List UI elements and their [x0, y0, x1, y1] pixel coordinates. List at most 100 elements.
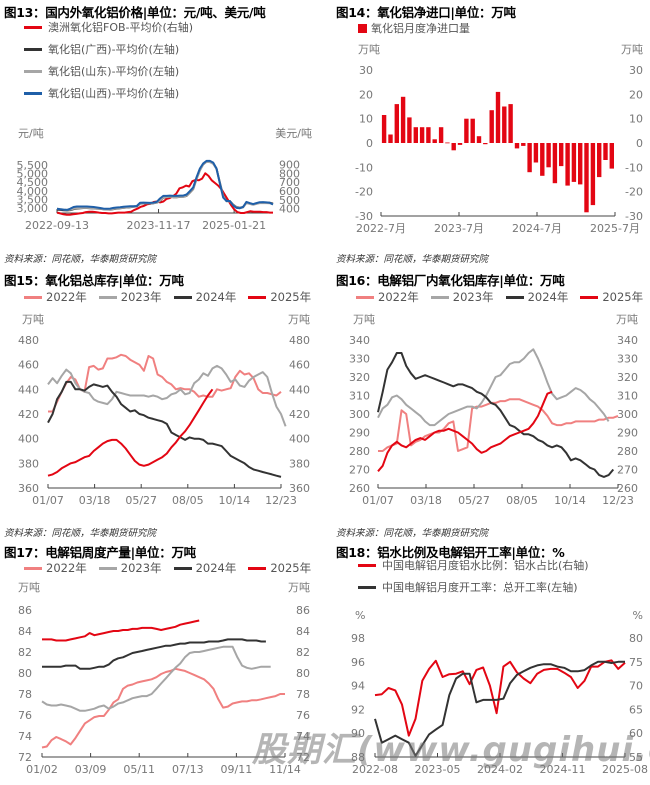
y-right-tick-label: 420 [289, 408, 310, 421]
right-axis-unit: 万吨 [621, 43, 643, 56]
legend: 2022年 2023年 2024年 2025年 [356, 289, 650, 305]
bar [565, 143, 570, 186]
y-right-tick-label: 72 [296, 751, 310, 764]
series-line [47, 364, 287, 427]
y-left-tick-label: 72 [18, 751, 32, 764]
y-left-tick-label: 96 [351, 656, 365, 669]
bar [540, 143, 545, 176]
y-right-tick-label: 700 [279, 176, 300, 189]
legend-swatch [24, 295, 42, 299]
bar [514, 143, 520, 149]
legend-label: 2024年 [527, 290, 569, 304]
series-line [374, 659, 626, 737]
x-tick-label: 2022-7月 [356, 222, 406, 235]
legend: 中国电解铝月度铝水比例：铝水占比(右轴) 中国电解铝月度开工率：总开工率(左轴) [358, 554, 589, 598]
legend-label: 氧化铝(山东)-平均价(左轴) [48, 65, 180, 78]
legend-swatch [98, 566, 117, 570]
chart-title: 图13：国内外氧化铝价格|单位：元/吨、美元/吨 [4, 5, 266, 20]
legend-swatch [505, 295, 524, 299]
bar [609, 143, 614, 169]
y-right-tick-label: -10 [625, 161, 643, 174]
y-left-tick-label: 30 [359, 64, 373, 77]
legend-item: 氧化铝月度净进口量 [358, 20, 470, 36]
y-right-tick-label: 900 [279, 158, 300, 171]
x-tick-label: 2023-11-17 [127, 219, 191, 232]
legend-label: 2022年 [46, 290, 87, 304]
legend-item: 2024年 [173, 560, 237, 576]
bar [400, 96, 406, 143]
x-tick-label: 2022-09-13 [25, 219, 89, 232]
y-right-tick-label: 0 [636, 137, 643, 150]
legend-swatch [580, 295, 599, 299]
legend-item: 2024年 [173, 289, 236, 305]
y-right-tick-label: 460 [289, 359, 310, 372]
y-right-tick-label: 330 [617, 353, 638, 366]
y-right-tick-label: 800 [279, 167, 300, 180]
bar [571, 143, 577, 182]
x-tick-label: 2025-01-21 [202, 219, 266, 232]
y-right-tick-label: 55 [629, 751, 643, 764]
series-line [47, 388, 214, 477]
legend-item: 2023年 [98, 560, 162, 576]
bar [419, 127, 425, 143]
right-axis-unit: 万吨 [288, 581, 310, 594]
bar [388, 134, 393, 143]
x-tick-label: 01/07 [362, 494, 394, 507]
right-axis-unit: 万吨 [616, 313, 638, 326]
chart-title: 图17：电解铝周度产量|单位：万吨 [4, 545, 196, 560]
y-left-tick-label: 88 [351, 751, 365, 764]
bar [552, 143, 558, 184]
x-tick-label: 2022-08 [352, 763, 398, 776]
legend-label: 2023年 [452, 290, 494, 304]
legend-item: 氧化铝(广西)-平均价(左轴) [24, 38, 193, 60]
y-left-tick-label: 420 [18, 408, 39, 421]
legend-label: 2024年 [195, 561, 237, 575]
y-right-tick-label: 280 [617, 445, 638, 458]
bar [597, 143, 602, 178]
legend-swatch [248, 295, 267, 299]
legend-label: 2023年 [120, 290, 162, 304]
x-tick-label: 2024-11 [540, 763, 586, 776]
legend-label: 中国电解铝月度开工率：总开工率(左轴) [382, 581, 578, 594]
x-tick-label: 2023-05 [415, 763, 461, 776]
y-left-tick-label: -20 [355, 186, 373, 199]
y-right-tick-label: 300 [617, 408, 638, 421]
bar [495, 91, 501, 143]
panel-fig15: 图15：氧化铝总库存|单位：万吨 2022年 2023年 2024年 2025年… [0, 268, 325, 528]
x-tick-label: 2024-02 [477, 763, 523, 776]
series-line [56, 159, 274, 211]
legend-label: 2025年 [602, 290, 644, 304]
legend-label: 2025年 [270, 290, 312, 304]
bar [559, 143, 564, 167]
y-right-tick-label: 440 [289, 383, 310, 396]
y-left-tick-label: 98 [351, 632, 365, 645]
series-line [42, 638, 266, 670]
legend-item: 氧化铝(山东)-平均价(左轴) [24, 60, 193, 82]
legend-swatch [98, 295, 117, 299]
legend-swatch [24, 91, 42, 95]
y-right-tick-label: 76 [296, 709, 310, 722]
legend: 2022年 2023年 2024年 2025年 [24, 289, 323, 305]
legend-item: 澳洲氧化铝FOB-平均价(右轴) [24, 16, 193, 38]
y-right-tick-label: -30 [625, 210, 643, 223]
y-right-tick-label: 82 [296, 646, 310, 659]
bar [464, 118, 469, 143]
legend-item: 2025年 [580, 289, 643, 305]
x-tick-label: 2024-7月 [512, 222, 562, 235]
y-left-tick-label: 260 [349, 482, 370, 495]
legend-swatch [24, 69, 42, 73]
y-left-tick-label: 80 [18, 667, 32, 680]
y-left-tick-label: -30 [355, 210, 373, 223]
legend: 澳洲氧化铝FOB-平均价(右轴) 氧化铝(广西)-平均价(左轴) 氧化铝(山东)… [24, 16, 193, 104]
bar [470, 118, 475, 143]
series-line [47, 380, 282, 478]
y-left-tick-label: 84 [18, 625, 32, 638]
x-tick-label: 11/14 [269, 763, 301, 776]
y-left-tick-label: 300 [349, 408, 370, 421]
legend-swatch [248, 566, 267, 570]
bar [590, 143, 596, 206]
bar [527, 143, 532, 173]
legend-item: 氧化铝(山西)-平均价(左轴) [24, 82, 193, 104]
bar [476, 136, 482, 143]
